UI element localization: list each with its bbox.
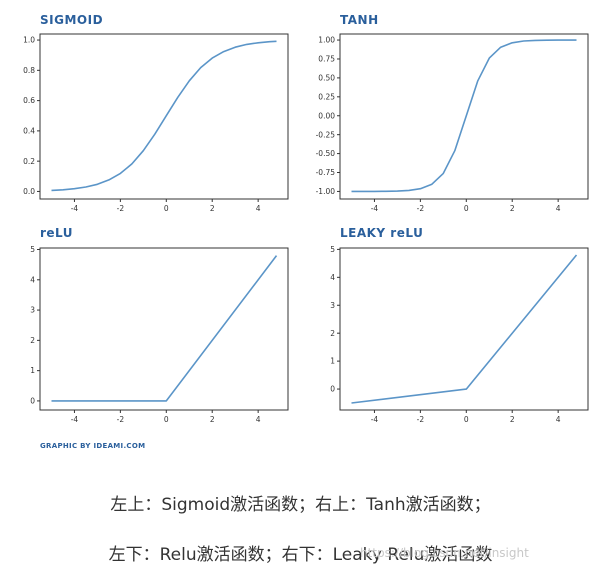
- tanh-y-tick-label: 1.00: [318, 36, 335, 45]
- relu-y-tick-label: 2: [30, 336, 35, 345]
- sigmoid-x-tick-label: -2: [117, 204, 125, 213]
- panel-title-tanh: TANH: [340, 13, 379, 27]
- leaky-relu-series-line: [351, 254, 578, 404]
- leaky-relu-x-tick-label: -4: [371, 415, 379, 424]
- relu-series-line: [51, 255, 278, 402]
- tanh-x-tick-label: 0: [464, 204, 469, 213]
- caption-line-2: 左下：Relu激活函数；右下：Leaky Relu激活函数: [108, 545, 493, 565]
- tanh-y-tick-label: -0.75: [316, 168, 336, 177]
- tanh-y-tick-label: 0.50: [318, 73, 335, 82]
- chart-tanh: -4 -2 0 2 4 -1.00 -0.75 -0.50 -0.25 0.00 0.25 0.50 0…: [316, 33, 589, 213]
- tanh-y-tick-label: -1.00: [316, 187, 336, 196]
- sigmoid-y-tick-label: 0.4: [23, 126, 35, 135]
- panel-title-relu: reLU: [40, 226, 74, 240]
- sigmoid-y-tick-label: 0.8: [23, 66, 35, 75]
- panel-title-sigmoid: SIGMOID: [40, 13, 104, 27]
- sigmoid-y-tick-label: 0.6: [23, 96, 35, 105]
- leaky-relu-y-tick-label: 4: [330, 273, 335, 282]
- sigmoid-series-line: [51, 40, 277, 192]
- tanh-x-tick-label: -2: [417, 204, 425, 213]
- relu-x-tick-label: 2: [210, 415, 215, 424]
- watermark: https://blog.csdn.net/insight: [360, 546, 529, 560]
- leaky-relu-y-tick-label: 5: [330, 245, 335, 254]
- tanh-y-tick-label: 0.25: [318, 92, 335, 101]
- tanh-x-tick-label: 2: [510, 204, 515, 213]
- leaky-relu-y-tick-label: 2: [330, 329, 335, 338]
- relu-y-tick-label: 3: [30, 306, 35, 315]
- relu-x-tick-label: -4: [71, 415, 79, 424]
- chart-leaky-relu: -4 -2 0 2 4 0 1 2 3 4 5: [330, 245, 589, 424]
- leaky-relu-x-tick-label: 0: [464, 415, 469, 424]
- panel-title-leaky-relu: LEAKY reLU: [340, 226, 424, 240]
- relu-x-tick-label: -2: [117, 415, 125, 424]
- tanh-y-tick-label: -0.25: [316, 130, 336, 139]
- leaky-relu-y-tick-label: 3: [330, 301, 335, 310]
- activation-charts: -4 -2 0 2 4 0.0 0.2 0.4 0.6 0.8 1.0 -4 -2 0 2 4 -1.00 -0.…: [23, 33, 589, 424]
- relu-y-tick-label: 4: [30, 275, 35, 284]
- relu-plot-frame: [39, 247, 289, 411]
- tanh-series-line: [351, 39, 577, 193]
- leaky-relu-y-tick-label: 0: [330, 385, 335, 394]
- leaky-relu-x-tick-label: -2: [417, 415, 425, 424]
- relu-x-tick-label: 4: [256, 415, 261, 424]
- leaky-relu-x-tick-label: 4: [556, 415, 561, 424]
- tanh-x-tick-label: -4: [371, 204, 379, 213]
- sigmoid-x-tick-label: 2: [210, 204, 215, 213]
- tanh-y-tick-label: 0.75: [318, 55, 335, 64]
- chart-sigmoid: -4 -2 0 2 4 0.0 0.2 0.4 0.6 0.8 1.0: [23, 33, 289, 213]
- sigmoid-x-tick-label: -4: [71, 204, 79, 213]
- sigmoid-y-tick-label: 1.0: [23, 36, 35, 45]
- sigmoid-plot-frame: [39, 33, 289, 200]
- sigmoid-y-tick-label: 0.2: [23, 157, 35, 166]
- leaky-relu-x-tick-label: 2: [510, 415, 515, 424]
- relu-y-tick-label: 5: [30, 245, 35, 254]
- tanh-plot-frame: [339, 33, 589, 200]
- tanh-y-tick-label: 0.00: [318, 111, 335, 120]
- chart-relu: -4 -2 0 2 4 0 1 2 3 4 5: [30, 245, 289, 424]
- tanh-y-tick-label: -0.50: [316, 149, 336, 158]
- tanh-x-tick-label: 4: [556, 204, 561, 213]
- relu-y-tick-label: 0: [30, 397, 35, 406]
- leaky-relu-plot-frame: [339, 247, 589, 411]
- sigmoid-x-tick-label: 4: [256, 204, 261, 213]
- caption-line-1: 左上：Sigmoid激活函数；右上：Tanh激活函数；: [110, 495, 491, 515]
- leaky-relu-y-tick-label: 1: [330, 357, 335, 366]
- graphic-credit: GRAPHIC BY IDEAMI.COM: [40, 442, 146, 450]
- sigmoid-x-tick-label: 0: [164, 204, 169, 213]
- relu-y-tick-label: 1: [30, 366, 35, 375]
- sigmoid-y-tick-label: 0.0: [23, 187, 35, 196]
- relu-x-tick-label: 0: [164, 415, 169, 424]
